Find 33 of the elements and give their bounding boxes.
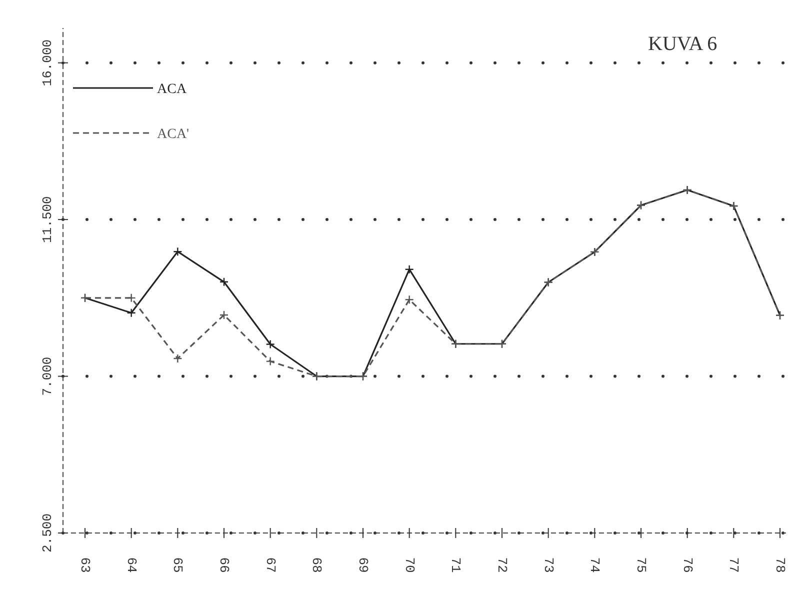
point [126,308,136,318]
y-tick-label: 2.500 [40,513,55,553]
x-tick-label: 78 [772,557,788,573]
point [266,340,275,349]
point [266,356,275,366]
point [219,310,229,320]
text: ACA' [157,127,190,142]
x-tick-label: 69 [356,557,371,573]
x-tick-label: 68 [309,557,324,573]
text: ACA [157,82,188,97]
x-tick-label: 67 [262,557,278,573]
x-tick-label: 73 [540,557,556,573]
x-tick-label: 65 [170,557,186,573]
x-tick-label: 66 [216,557,232,573]
x-tick-label: 74 [587,557,602,573]
x-tick-label: 76 [680,557,695,573]
x-tick-label: 70 [402,557,417,573]
x-tick-label: 63 [78,557,93,573]
point [404,264,414,274]
chart-title: KUVA 6 [648,33,718,55]
x-tick-label: 64 [124,557,139,573]
y-tick-label: 7.000 [40,356,55,396]
point [219,277,229,286]
x-tick-label: 77 [726,557,742,573]
point [126,293,136,303]
point [404,295,414,304]
x-tick-label: 72 [494,557,510,573]
x-tick-label: 75 [634,557,649,573]
point [173,354,182,364]
y-tick-label: 11.500 [40,196,55,243]
x-tick-label: 71 [448,557,464,573]
y-tick-label: 16.000 [40,39,55,86]
point [173,246,182,256]
